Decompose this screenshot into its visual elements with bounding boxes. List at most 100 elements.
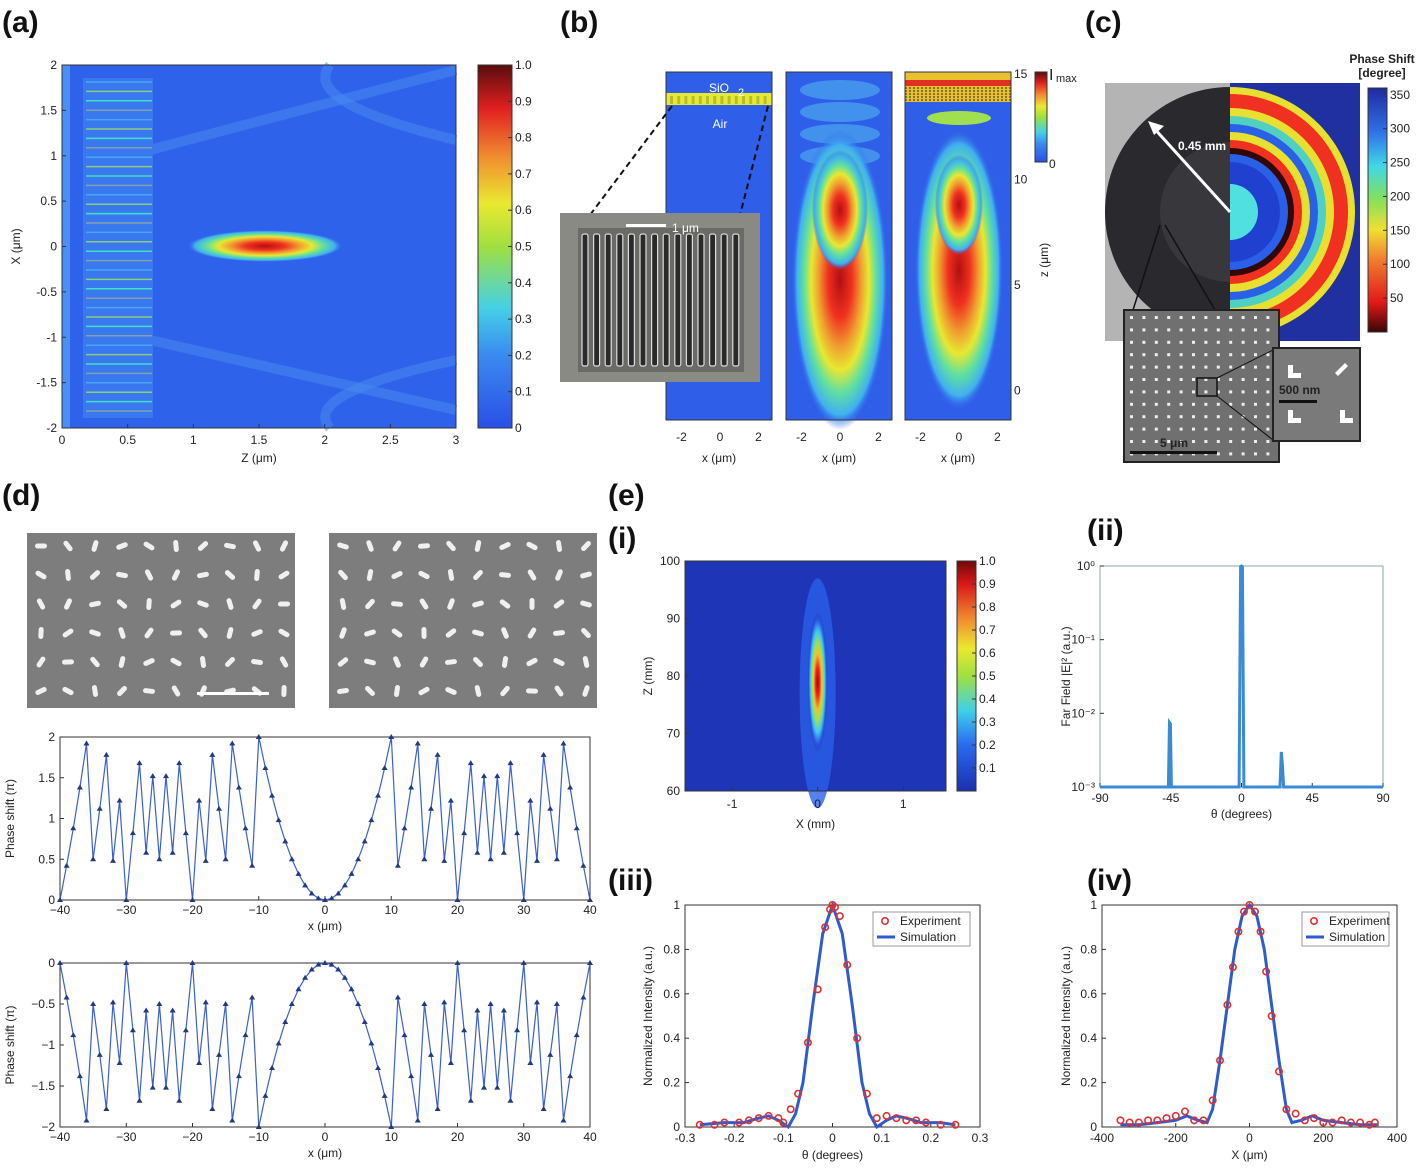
x-tick-label: -2: [915, 430, 926, 444]
data-point: [288, 856, 295, 862]
colorbar-tick-label: 0.7: [979, 623, 996, 637]
grating-slot: [650, 233, 659, 367]
nanoantenna: [1241, 452, 1245, 456]
nanorod: [419, 656, 429, 668]
focal-spot-exp: [934, 155, 983, 255]
data-point: [249, 994, 256, 1000]
nanorod: [252, 598, 262, 610]
nanoantenna: [1179, 316, 1183, 319]
nanoantenna: [1130, 402, 1133, 406]
data-point: [335, 966, 342, 972]
nanorod: [580, 571, 592, 579]
nanorod: [117, 685, 127, 697]
nanorod: [529, 598, 535, 610]
nanoantenna: [1254, 340, 1257, 344]
legend-label-experiment: Experiment: [1329, 914, 1390, 928]
data-point: [368, 817, 375, 823]
nanorod: [391, 601, 403, 607]
nanorod: [555, 569, 563, 581]
data-point: [70, 825, 77, 831]
nanoantenna: [1229, 316, 1233, 319]
data-point: [328, 895, 335, 901]
x-tick-label: -0.3: [675, 1131, 696, 1145]
grating-slot: [674, 233, 682, 367]
x-tick-label: 0.2: [922, 1131, 939, 1145]
data-point: [163, 773, 169, 779]
nanorod: [226, 598, 234, 610]
nanoantenna: [1204, 402, 1208, 406]
data-point: [754, 1114, 763, 1123]
nanorod: [91, 540, 99, 552]
data-point: [882, 1111, 891, 1120]
colorbar-tick-label: 0.2: [515, 348, 532, 362]
y-tick-label: 70: [667, 727, 681, 741]
nanoantenna: [1204, 427, 1208, 431]
nanorod: [143, 688, 155, 694]
y-tick-label: 1: [673, 898, 680, 912]
x-tick-label: 30: [517, 903, 531, 917]
colorbar-tick-label: 1.0: [979, 554, 996, 568]
nanorod: [118, 656, 126, 668]
nanoantenna: [1167, 316, 1171, 319]
panel-label-eiii: (iii): [608, 864, 653, 897]
x-tick-label: −40: [50, 1130, 71, 1144]
colorbar-tick-label: 200: [1390, 189, 1410, 203]
data-point: [573, 1032, 580, 1038]
nanoantenna: [1154, 328, 1158, 332]
nanoantenna: [1130, 440, 1133, 443]
focal-spot: [187, 230, 343, 262]
nanoantenna: [1142, 390, 1146, 394]
nanorod: [364, 629, 376, 637]
nanorod: [553, 599, 565, 609]
nanorod: [526, 541, 538, 551]
nanorod: [279, 540, 289, 552]
nanoantenna: [1241, 340, 1245, 344]
nanoantenna: [1241, 353, 1245, 357]
grating-ridge: [713, 96, 717, 104]
x-tick-label: 0.3: [972, 1131, 989, 1145]
nanoantenna: [1179, 440, 1183, 443]
x-tick-label: −30: [116, 903, 137, 917]
nanoantenna: [1142, 353, 1146, 357]
data-point: [83, 740, 90, 746]
panel-label-e: (e): [608, 479, 645, 512]
data-point: [853, 1034, 862, 1043]
data-point: [222, 1001, 229, 1006]
colorbar-tick-label: 50: [1390, 291, 1404, 305]
nanoantenna: [1254, 390, 1257, 394]
nanoantenna: [1254, 427, 1257, 431]
nanorod: [278, 628, 290, 638]
x-tick-label: 2: [994, 430, 1001, 444]
data-point: [1216, 1056, 1225, 1065]
nanorod: [366, 540, 374, 552]
nanorod: [339, 627, 347, 639]
data-point: [573, 825, 580, 831]
panel-label-b: (b): [560, 6, 598, 39]
data-point: [710, 1120, 719, 1129]
x-tick-label: −10: [249, 1130, 270, 1144]
nanorod: [337, 542, 349, 550]
nanoantenna: [1142, 328, 1146, 332]
scale-bar-label: 1 μm: [672, 221, 699, 235]
nanoantenna: [1179, 415, 1183, 419]
data-point: [534, 857, 540, 863]
data-point: [454, 960, 461, 965]
nanorod: [526, 688, 538, 694]
grating-slot: [685, 233, 694, 367]
data-point: [110, 999, 116, 1005]
y-tick-label: -1: [46, 330, 57, 344]
nanorod: [499, 599, 511, 609]
colorbar-max-sub: max: [1056, 73, 1077, 85]
data-point: [540, 1105, 547, 1111]
nanoantenna: [1167, 390, 1171, 394]
y-tick-label: 0: [48, 956, 55, 970]
colorbar-tick-label: 0.1: [515, 385, 532, 399]
data-point: [461, 830, 468, 836]
data-point: [461, 1027, 468, 1033]
nanoantenna: [1154, 390, 1158, 394]
data-point: [196, 1060, 203, 1066]
x-axis-label: X (μm): [1231, 1148, 1267, 1162]
arrow-head-icon: [1148, 121, 1164, 135]
nanorod: [580, 600, 592, 608]
data-point: [189, 897, 196, 902]
